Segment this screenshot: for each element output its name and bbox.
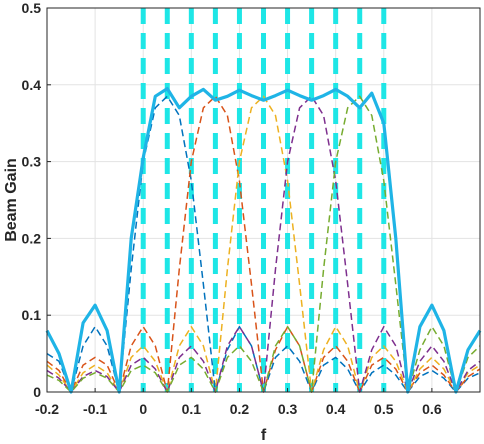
y-tick-label: 0.5 [22, 0, 42, 16]
x-tick-label: 0.1 [182, 401, 202, 417]
y-axis-title: Beam Gain [3, 158, 20, 242]
x-axis-title: f [261, 427, 267, 444]
y-tick-label: 0.2 [22, 230, 42, 246]
x-tick-label: -0.1 [83, 401, 107, 417]
y-tick-label: 0.4 [22, 77, 42, 93]
y-tick-label: 0.3 [22, 154, 42, 170]
y-tick-label: 0.1 [22, 307, 42, 323]
x-tick-label: 0.3 [278, 401, 298, 417]
y-tick-label: 0 [33, 384, 41, 400]
x-tick-label: -0.2 [35, 401, 59, 417]
x-tick-label: 0.5 [374, 401, 394, 417]
y-axis-ticks: 0 0.1 0.2 0.3 0.4 0.5 [22, 0, 51, 400]
x-axis-ticks: -0.2 -0.1 0 0.1 0.2 0.3 0.4 0.5 0.6 [35, 388, 442, 417]
axes-box [46, 7, 481, 393]
x-tick-label: 0.6 [422, 401, 442, 417]
x-tick-label: 0.4 [326, 401, 346, 417]
vertical-markers [140, 8, 387, 392]
x-tick-label: 0 [139, 401, 147, 417]
x-tick-label: 0.2 [230, 401, 250, 417]
